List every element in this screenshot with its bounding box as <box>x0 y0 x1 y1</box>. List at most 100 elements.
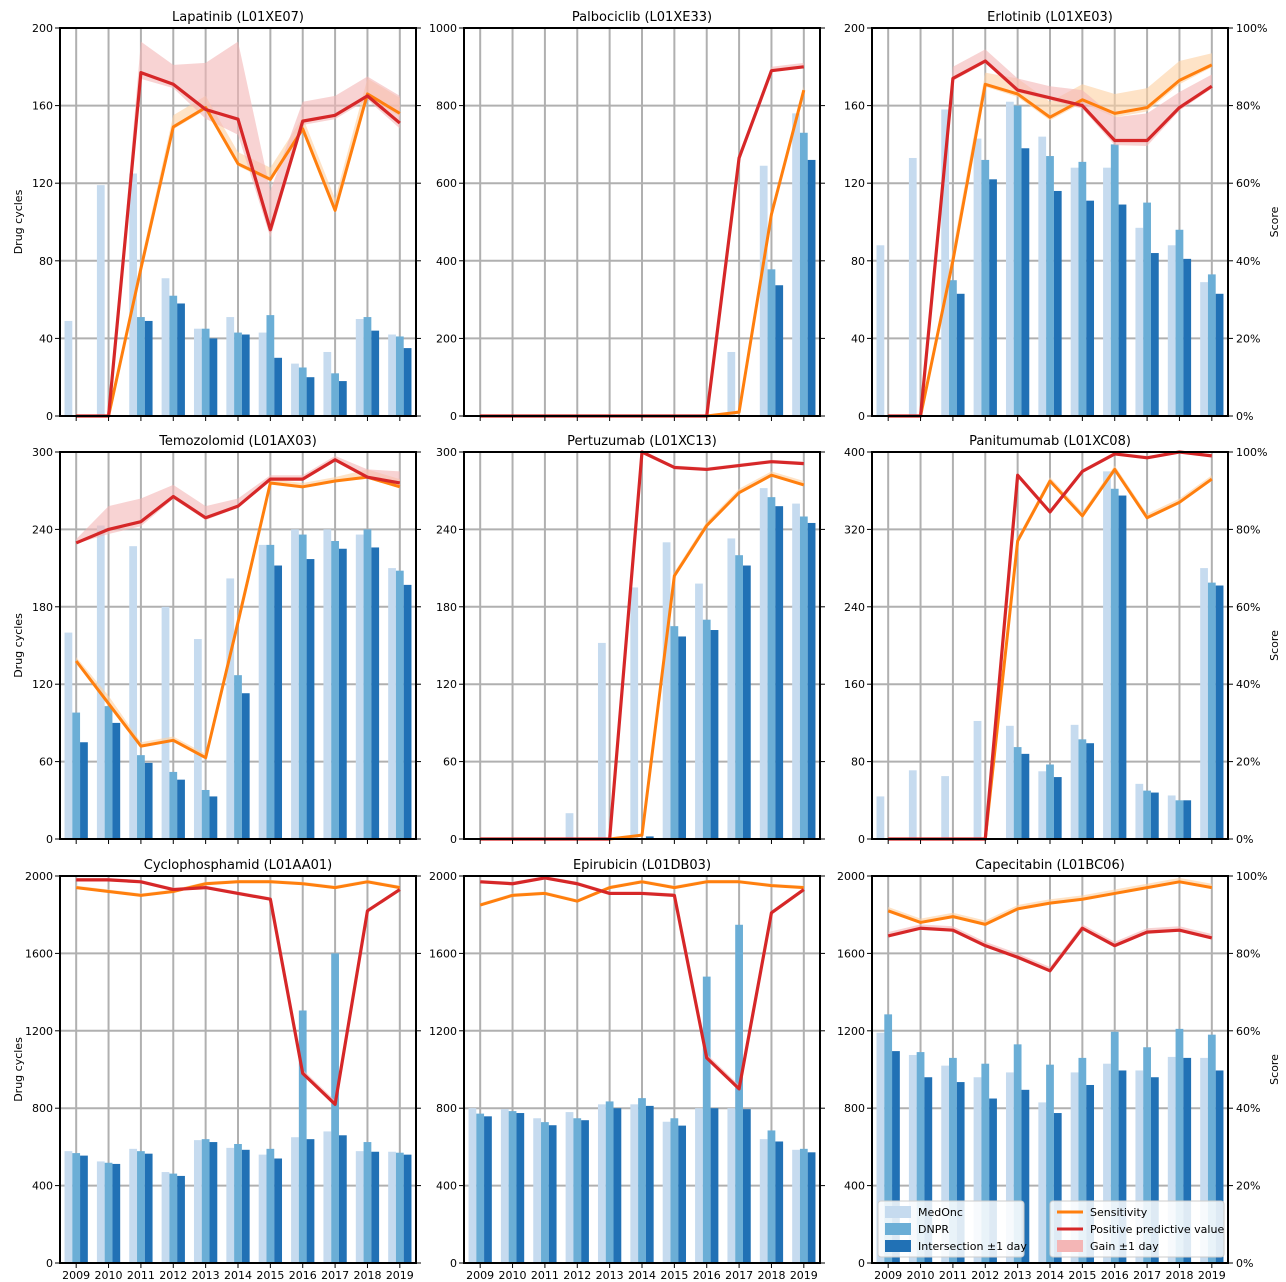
y2-tick-label: 0% <box>1236 1257 1253 1270</box>
y-tick-label: 200 <box>436 332 457 345</box>
legend-box <box>877 1200 1025 1258</box>
y-tick-label: 0 <box>46 1257 53 1270</box>
panel-title: Erlotinib (L01XE03) <box>987 10 1113 25</box>
bar-dnpr <box>767 497 776 839</box>
bar-intersection <box>306 1139 315 1263</box>
x-tick-label: 2019 <box>790 1269 818 1282</box>
bar-dnpr <box>298 534 307 839</box>
bar-medonc <box>1005 101 1014 416</box>
sensitivity-line <box>74 475 401 760</box>
bar-medonc <box>908 1054 917 1263</box>
bar-dnpr <box>363 1142 372 1263</box>
bar-intersection <box>241 334 250 416</box>
bar-dnpr <box>949 280 957 416</box>
y-tick-label: 180 <box>32 601 53 614</box>
bar-intersection <box>1021 753 1030 839</box>
y-tick-label: 160 <box>844 678 865 691</box>
bar-medonc <box>129 1148 138 1263</box>
bar-dnpr <box>266 544 275 839</box>
bar-medonc <box>64 632 73 839</box>
bar-dnpr <box>1046 156 1054 417</box>
bar-intersection <box>548 1125 557 1263</box>
bar-intersection <box>371 330 380 416</box>
ppv-gain-band <box>76 455 400 544</box>
bar-medonc <box>1038 771 1047 839</box>
bar-intersection <box>177 1175 185 1263</box>
bar-intersection <box>1021 148 1030 416</box>
y-tick-label: 240 <box>32 523 53 536</box>
y-tick-label: 200 <box>32 22 53 35</box>
y-tick-label: 400 <box>436 1180 457 1193</box>
bar-intersection <box>775 285 784 416</box>
x-tick-label: 2016 <box>693 1269 721 1282</box>
bar-dnpr <box>735 555 743 839</box>
bar-medonc <box>792 1149 800 1263</box>
ppv-line <box>76 878 401 1106</box>
bar-dnpr <box>201 789 210 839</box>
bar-dnpr <box>104 706 113 839</box>
bar-intersection <box>338 381 347 416</box>
bar-medonc <box>468 1108 477 1263</box>
x-tick-label: 2011 <box>127 1269 155 1282</box>
bar-dnpr <box>266 1148 275 1263</box>
bar-dnpr <box>1013 105 1022 416</box>
bar-medonc <box>1103 167 1111 416</box>
bar-dnpr <box>298 367 307 416</box>
bar-intersection <box>1215 585 1224 839</box>
panel-3: 0 0% 40 20% 80 40% 120 60% 160 80% 200 100% Erlotini… <box>844 10 1281 423</box>
y-tick-label: 1600 <box>25 947 53 960</box>
ppv-line <box>76 71 401 418</box>
legend-swatch <box>1057 1240 1083 1252</box>
bar-intersection <box>989 1098 997 1263</box>
panel-title: Temozolomid (L01AX03) <box>158 434 317 449</box>
bar-medonc <box>1070 724 1079 839</box>
bar-medonc <box>193 1140 202 1263</box>
sensitivity-line <box>76 92 401 418</box>
y-tick-label: 200 <box>844 22 865 35</box>
panel-1: 0 40 80 120 160 200 Lapatinib (L01XE07) Drug cy… <box>12 10 421 423</box>
bar-intersection <box>1150 1077 1159 1263</box>
bar-dnpr <box>1046 764 1054 839</box>
bar-medonc <box>1103 1063 1111 1263</box>
bar-medonc <box>323 351 332 416</box>
bar-intersection <box>306 559 315 839</box>
bar-intersection <box>338 548 347 839</box>
y-tick-label: 120 <box>844 177 865 190</box>
bar-intersection <box>645 1105 654 1263</box>
bar-medonc <box>533 1118 542 1263</box>
x-tick-label: 2011 <box>531 1269 559 1282</box>
y-tick-label: 120 <box>32 678 53 691</box>
bar-intersection <box>924 1077 933 1263</box>
y-tick-label: 0 <box>858 833 865 846</box>
x-tick-label: 2009 <box>466 1269 494 1282</box>
legend-label: DNPR <box>918 1223 949 1236</box>
y2-tick-label: 20% <box>1236 1180 1260 1193</box>
x-tick-label: 2010 <box>95 1269 123 1282</box>
y-tick-label: 160 <box>844 100 865 113</box>
bar-intersection <box>177 303 185 416</box>
bar-medonc <box>355 534 364 839</box>
y-tick-label: 40 <box>851 332 865 345</box>
bar-medonc <box>96 185 105 416</box>
bar-dnpr <box>981 159 990 417</box>
legend-label: MedOnc <box>918 1206 963 1219</box>
x-tick-label: 2019 <box>1198 1269 1226 1282</box>
x-tick-label: 2012 <box>563 1269 591 1282</box>
bar-medonc <box>1070 1072 1079 1263</box>
bar-dnpr <box>1078 161 1087 416</box>
bar-intersection <box>1086 200 1095 416</box>
bar-intersection <box>1183 258 1192 416</box>
bar-dnpr <box>1143 1047 1151 1263</box>
bar-dnpr <box>1207 582 1216 839</box>
bar-medonc <box>908 770 917 839</box>
bar-medonc <box>388 334 396 416</box>
y-tick-label: 1200 <box>429 1025 457 1038</box>
y-axis-label: Drug cycles <box>12 189 25 254</box>
bar-medonc <box>759 1139 768 1263</box>
bar-medonc <box>695 583 703 839</box>
bar-intersection <box>1118 1070 1127 1263</box>
bar-dnpr <box>767 1130 776 1263</box>
bar-intersection <box>403 1154 412 1263</box>
bar-medonc <box>388 1151 396 1263</box>
